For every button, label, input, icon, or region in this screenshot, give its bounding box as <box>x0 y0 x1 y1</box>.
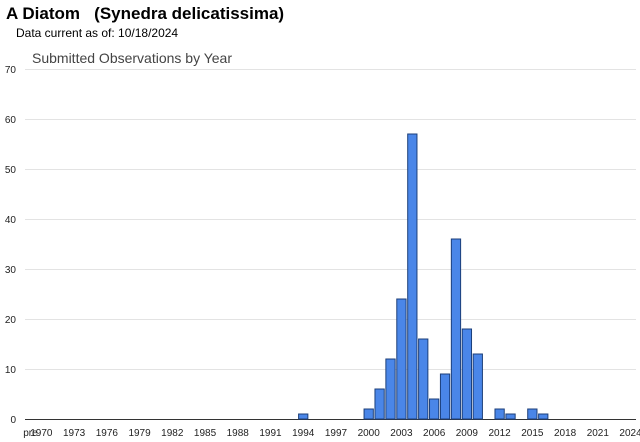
x-tick-label: 2006 <box>423 428 446 439</box>
x-tick-label: 2003 <box>390 428 413 439</box>
x-tick-label: 1973 <box>63 428 86 439</box>
x-tick-label: 1991 <box>259 428 282 439</box>
x-tick-label: 1982 <box>161 428 184 439</box>
bar-2006 <box>429 398 440 420</box>
x-tick-label: 1997 <box>325 428 348 439</box>
bar-2016 <box>538 413 549 420</box>
page-title: A Diatom (Synedra delicatissima) <box>6 4 285 23</box>
bar-1994 <box>298 413 309 420</box>
x-tick-label: 2009 <box>456 428 479 439</box>
bar-2010 <box>472 353 483 420</box>
bar-2007 <box>439 373 451 420</box>
y-tick-label: 70 <box>5 65 17 76</box>
bar-2000 <box>363 408 374 420</box>
x-tick-label: 2012 <box>488 428 511 439</box>
bar-2008 <box>450 238 462 420</box>
bar-2009 <box>461 328 473 420</box>
x-tick-label: 1970 <box>30 428 53 439</box>
bar-2001 <box>374 388 385 420</box>
x-tick-label: 1976 <box>96 428 119 439</box>
bar-2005 <box>418 338 429 420</box>
data-current-date: Data current as of: 10/18/2024 <box>16 26 179 40</box>
x-tick-label: 2018 <box>554 428 577 439</box>
x-tick-label: 2000 <box>358 428 381 439</box>
y-tick-label: 50 <box>5 165 17 176</box>
x-tick-label: pre <box>23 428 38 439</box>
x-tick-label: 1979 <box>128 428 151 439</box>
bar-2002 <box>385 358 396 420</box>
bar-2013 <box>505 413 516 420</box>
y-tick-label: 10 <box>5 365 17 376</box>
x-tick-label: 2024 <box>619 428 640 439</box>
x-tick-label: 2021 <box>587 428 610 439</box>
y-tick-label: 0 <box>10 415 16 426</box>
y-tick-label: 40 <box>5 215 17 226</box>
bar-2004 <box>407 133 418 420</box>
y-tick-label: 20 <box>5 315 17 326</box>
bar-2015 <box>527 408 538 420</box>
chart-title: Submitted Observations by Year <box>32 50 233 66</box>
x-tick-label: 1988 <box>227 428 250 439</box>
x-tick-label: 1985 <box>194 428 217 439</box>
bar-2003 <box>396 298 407 420</box>
x-tick-label: 1994 <box>292 428 315 439</box>
y-tick-label: 30 <box>5 265 17 276</box>
bar-2012 <box>494 408 505 420</box>
y-tick-label: 60 <box>5 115 17 126</box>
x-tick-label: 2015 <box>521 428 544 439</box>
